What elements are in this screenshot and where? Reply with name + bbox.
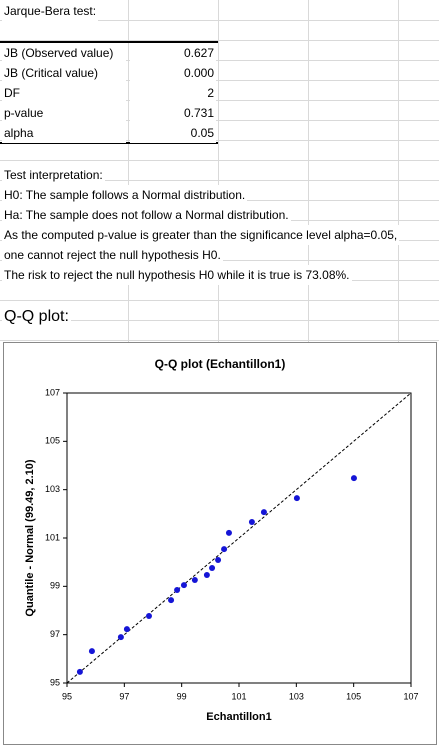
y-tick-label: 105 bbox=[45, 436, 60, 446]
point bbox=[225, 529, 232, 536]
point bbox=[174, 586, 181, 593]
sheet-title: Jarque-Bera test: bbox=[2, 1, 99, 21]
row-label: alpha bbox=[2, 123, 126, 143]
point bbox=[117, 634, 124, 641]
point bbox=[88, 648, 95, 655]
interpretation-line: As the computed p-value is greater than … bbox=[2, 225, 400, 245]
row-value: 0.731 bbox=[130, 103, 216, 123]
row-label: JB (Observed value) bbox=[2, 43, 126, 63]
x-tick-label: 105 bbox=[346, 691, 361, 701]
y-tick-label: 95 bbox=[50, 677, 60, 687]
x-tick-label: 95 bbox=[62, 691, 72, 701]
point bbox=[168, 597, 175, 604]
y-tick-label: 103 bbox=[45, 484, 60, 494]
table-border bbox=[0, 41, 218, 43]
x-tick-label: 107 bbox=[403, 691, 418, 701]
point bbox=[215, 556, 222, 563]
y-tick-label: 107 bbox=[45, 387, 60, 397]
qq-heading: Q-Q plot: bbox=[2, 304, 71, 330]
point bbox=[123, 626, 130, 633]
row-value: 0.000 bbox=[130, 63, 216, 83]
row-value: 0.05 bbox=[130, 123, 216, 143]
chart-frame bbox=[3, 342, 437, 745]
y-tick-label: 101 bbox=[45, 532, 60, 542]
interpretation-line: H0: The sample follows a Normal distribu… bbox=[2, 185, 248, 205]
x-axis-label: Echantillon1 bbox=[206, 711, 271, 723]
point bbox=[191, 577, 198, 584]
point bbox=[221, 546, 228, 553]
row-label: JB (Critical value) bbox=[2, 63, 126, 83]
point bbox=[293, 495, 300, 502]
y-tick-label: 97 bbox=[50, 629, 60, 639]
row-value: 2 bbox=[130, 83, 216, 103]
interpretation-line: Ha: The sample does not follow a Normal … bbox=[2, 205, 291, 225]
row-label: DF bbox=[2, 83, 126, 103]
point bbox=[203, 571, 210, 578]
point bbox=[209, 564, 216, 571]
x-tick-label: 103 bbox=[289, 691, 304, 701]
point bbox=[180, 582, 187, 589]
chart-title: Q-Q plot (Echantillon1) bbox=[155, 357, 286, 371]
row-label: p-value bbox=[2, 103, 126, 123]
x-tick-label: 101 bbox=[231, 691, 246, 701]
x-tick-label: 99 bbox=[177, 691, 187, 701]
chart: Q-Q plot (Echantillon1) Echantillon1 Qua… bbox=[3, 342, 437, 745]
interpretation-line: one cannot reject the null hypothesis H0… bbox=[2, 245, 223, 265]
interpretation-line: Test interpretation: bbox=[2, 165, 105, 185]
table-border bbox=[0, 142, 218, 144]
point bbox=[248, 519, 255, 526]
x-tick-label: 97 bbox=[119, 691, 129, 701]
point bbox=[145, 613, 152, 620]
y-axis-label: Quantile - Normal (99.49, 2.10) bbox=[24, 459, 36, 616]
point bbox=[260, 509, 267, 516]
point bbox=[76, 668, 83, 675]
interpretation-line: The risk to reject the null hypothesis H… bbox=[2, 265, 352, 285]
point bbox=[350, 475, 357, 482]
y-tick-label: 99 bbox=[50, 581, 60, 591]
row-value: 0.627 bbox=[130, 43, 216, 63]
